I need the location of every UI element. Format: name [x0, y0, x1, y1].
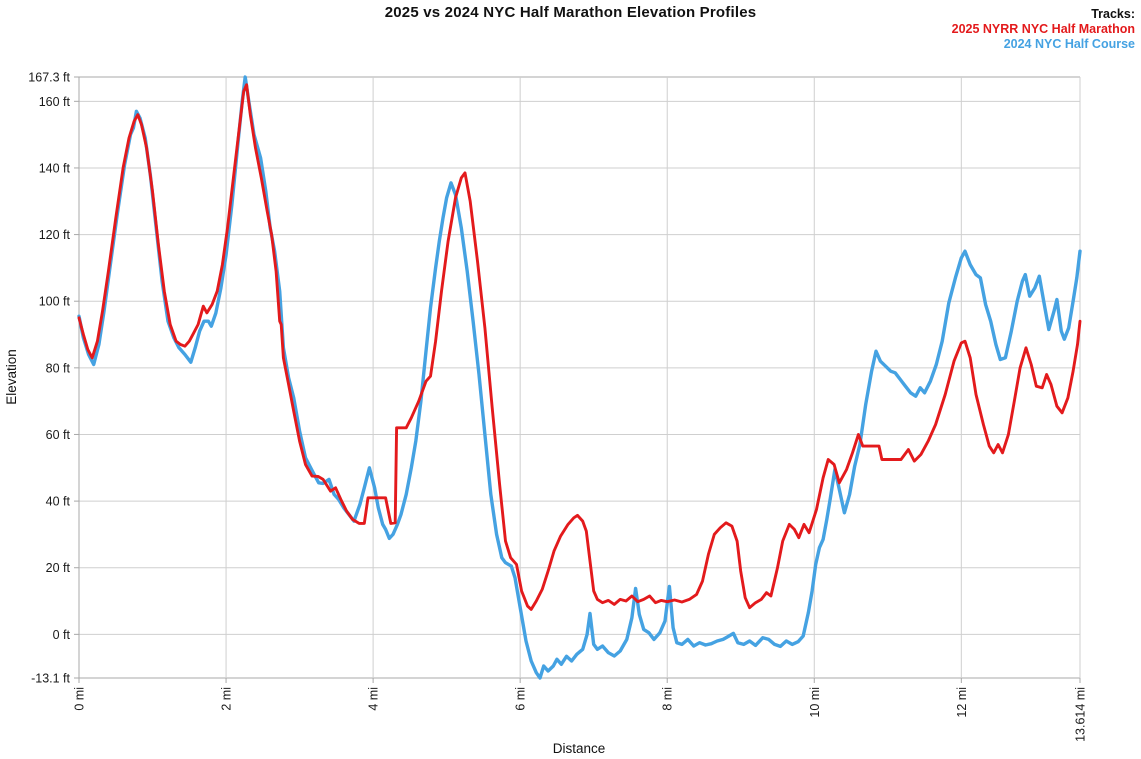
y-tick-label: 20 ft: [46, 561, 71, 575]
y-tick-label: 40 ft: [46, 495, 71, 509]
series-line-2025: [77, 83, 1082, 611]
x-tick-label: 6 mi: [514, 687, 528, 711]
x-tick-label: 4 mi: [367, 687, 381, 711]
legend-item-2024: 2024 NYC Half Course: [1003, 37, 1135, 51]
y-tick-label: 160 ft: [39, 95, 71, 109]
y-tick-label: 167.3 ft: [28, 71, 70, 85]
x-tick-label: 10 mi: [808, 687, 822, 718]
legend-item-2025: 2025 NYRR NYC Half Marathon: [951, 22, 1135, 36]
y-tick-label: 120 ft: [39, 228, 71, 242]
series-line-2024: [77, 75, 1082, 680]
x-tick-label: 0 mi: [73, 687, 87, 711]
series-lines: [77, 75, 1082, 680]
y-tick-label: 140 ft: [39, 161, 71, 175]
x-tick-label: 12 mi: [955, 687, 969, 718]
x-axis-title: Distance: [553, 741, 606, 756]
y-tick-label: 100 ft: [39, 295, 71, 309]
y-tick-label: 80 ft: [46, 361, 71, 375]
y-axis-title: Elevation: [4, 349, 19, 405]
y-tick-label: 60 ft: [46, 428, 71, 442]
tracks-legend: Tracks: 2025 NYRR NYC Half Marathon 2024…: [952, 7, 1135, 52]
legend-title: Tracks:: [1091, 7, 1135, 21]
y-tick-label: 0 ft: [53, 628, 71, 642]
x-tick-label: 2 mi: [220, 687, 234, 711]
x-tick-label: 8 mi: [661, 687, 675, 711]
y-tick-label: -13.1 ft: [31, 672, 70, 686]
tick-labels: 167.3 ft 160 ft 140 ft 120 ft 100 ft 80 ft 60 …: [28, 71, 1087, 742]
chart-title: 2025 vs 2024 NYC Half Marathon Elevation…: [384, 4, 757, 21]
axis-ticks: [74, 76, 1081, 683]
x-tick-label: 13.614 mi: [1074, 687, 1088, 742]
gridlines: [78, 76, 1081, 679]
